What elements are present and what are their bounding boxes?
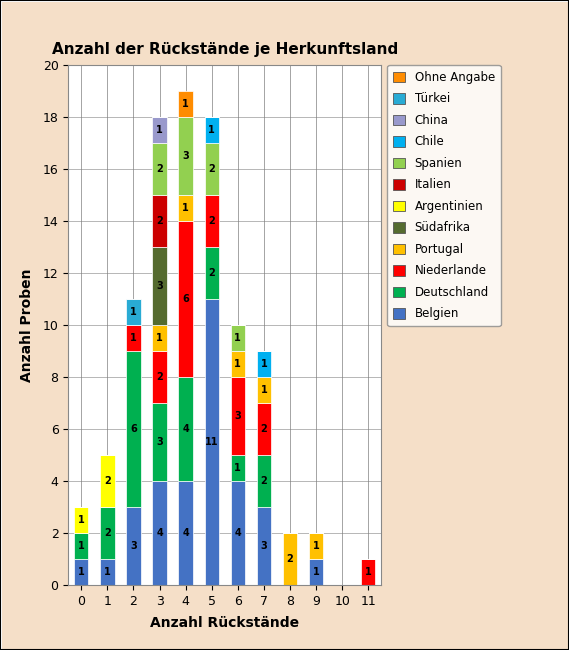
Text: 3: 3 <box>234 411 241 421</box>
Text: 4: 4 <box>182 424 189 434</box>
Bar <box>179 117 193 195</box>
Bar <box>74 559 89 585</box>
Bar <box>100 559 114 585</box>
Text: 1: 1 <box>130 333 137 343</box>
Bar <box>152 195 167 247</box>
Bar <box>152 403 167 481</box>
Bar <box>152 351 167 403</box>
Bar <box>257 377 271 403</box>
Text: 3: 3 <box>130 541 137 551</box>
Bar <box>100 455 114 507</box>
Text: 6: 6 <box>130 424 137 434</box>
Bar <box>230 351 245 377</box>
Bar <box>126 299 141 325</box>
Text: 1: 1 <box>78 541 85 551</box>
Text: 6: 6 <box>182 294 189 304</box>
Bar <box>179 195 193 221</box>
Text: 2: 2 <box>156 164 163 174</box>
Bar <box>179 481 193 585</box>
Text: 1: 1 <box>156 333 163 343</box>
Title: Anzahl der Rückstände je Herkunftsland: Anzahl der Rückstände je Herkunftsland <box>52 42 398 57</box>
Text: 1: 1 <box>182 203 189 213</box>
Text: 1: 1 <box>312 541 319 551</box>
Text: 2: 2 <box>104 528 111 538</box>
Text: 2: 2 <box>208 164 215 174</box>
Bar <box>152 247 167 325</box>
Text: 2: 2 <box>208 268 215 278</box>
Bar <box>257 351 271 377</box>
Text: 3: 3 <box>261 541 267 551</box>
Text: 3: 3 <box>156 437 163 447</box>
Bar <box>230 481 245 585</box>
Bar <box>204 117 219 143</box>
Text: 2: 2 <box>156 372 163 382</box>
Bar <box>126 507 141 585</box>
Bar <box>100 507 114 559</box>
Text: 2: 2 <box>287 554 294 564</box>
Bar <box>230 455 245 481</box>
Bar <box>309 559 323 585</box>
Bar <box>74 507 89 533</box>
Bar <box>204 247 219 299</box>
Bar <box>74 533 89 559</box>
Text: 1: 1 <box>312 567 319 577</box>
Text: 4: 4 <box>156 528 163 538</box>
Text: 1: 1 <box>182 99 189 109</box>
Bar <box>152 325 167 351</box>
Bar <box>204 143 219 195</box>
Y-axis label: Anzahl Proben: Anzahl Proben <box>20 268 34 382</box>
Bar <box>283 533 297 585</box>
Text: 1: 1 <box>234 359 241 369</box>
Text: 4: 4 <box>182 528 189 538</box>
Bar <box>257 455 271 507</box>
Text: 2: 2 <box>261 476 267 486</box>
Text: 1: 1 <box>365 567 372 577</box>
Bar <box>230 325 245 351</box>
Text: 1: 1 <box>156 125 163 135</box>
Bar <box>257 403 271 455</box>
Bar <box>230 377 245 455</box>
X-axis label: Anzahl Rückstände: Anzahl Rückstände <box>150 616 299 630</box>
Bar <box>179 377 193 481</box>
Text: 2: 2 <box>208 216 215 226</box>
Text: 2: 2 <box>156 216 163 226</box>
Bar <box>152 117 167 143</box>
Bar <box>152 481 167 585</box>
Text: 1: 1 <box>261 385 267 395</box>
Bar <box>179 91 193 117</box>
Text: 2: 2 <box>261 424 267 434</box>
Text: 1: 1 <box>208 125 215 135</box>
Text: 3: 3 <box>182 151 189 161</box>
Bar <box>257 507 271 585</box>
Text: 1: 1 <box>104 567 111 577</box>
Bar <box>204 299 219 585</box>
Text: 1: 1 <box>261 359 267 369</box>
Bar <box>126 351 141 507</box>
Bar <box>126 325 141 351</box>
Legend: Ohne Angabe, Türkei, China, Chile, Spanien, Italien, Argentinien, Südafrika, Por: Ohne Angabe, Türkei, China, Chile, Spani… <box>387 65 501 326</box>
Text: 3: 3 <box>156 281 163 291</box>
Text: 11: 11 <box>205 437 218 447</box>
Bar <box>179 221 193 377</box>
Text: 1: 1 <box>234 333 241 343</box>
Bar <box>309 533 323 559</box>
Text: 1: 1 <box>234 463 241 473</box>
Bar <box>152 143 167 195</box>
Bar <box>361 559 376 585</box>
Text: 1: 1 <box>130 307 137 317</box>
Text: 1: 1 <box>78 567 85 577</box>
Text: 1: 1 <box>78 515 85 525</box>
Text: 4: 4 <box>234 528 241 538</box>
Bar <box>204 195 219 247</box>
Text: 2: 2 <box>104 476 111 486</box>
